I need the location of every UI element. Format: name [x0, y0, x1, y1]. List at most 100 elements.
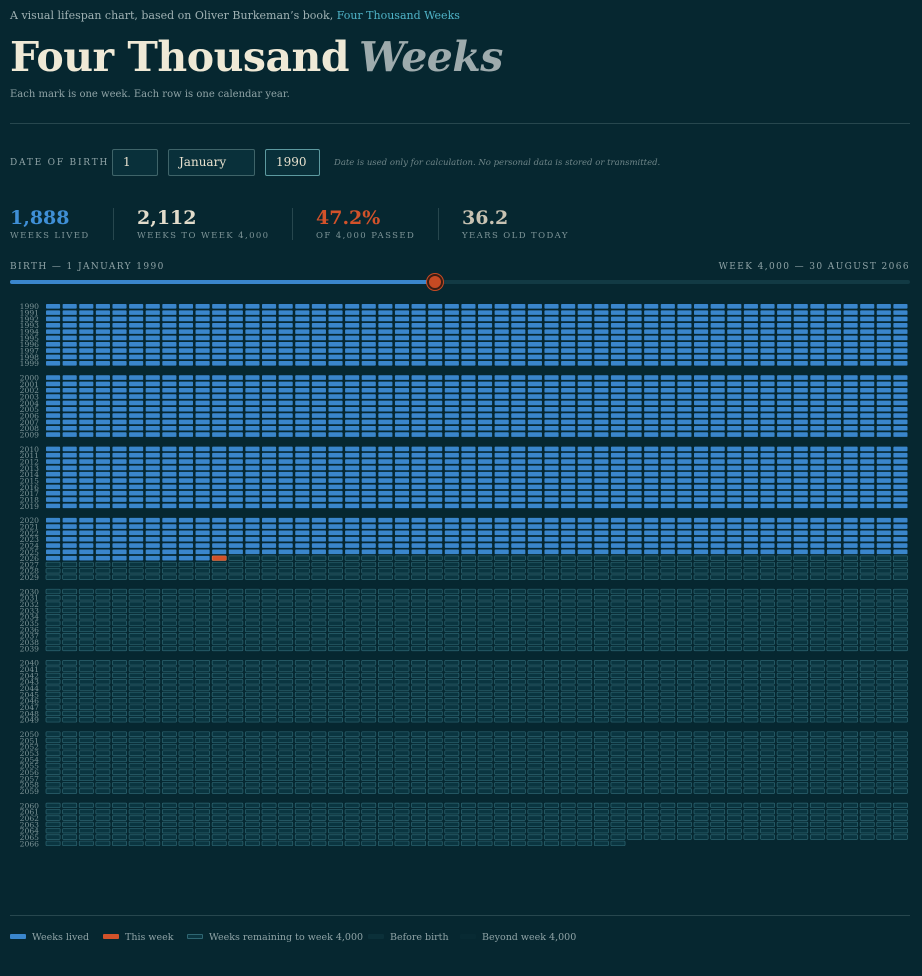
week-mark-remaining	[560, 840, 576, 847]
week-mark-remaining	[593, 595, 609, 601]
week-mark-remaining	[826, 601, 842, 607]
week-mark-remaining	[776, 607, 792, 614]
week-mark-remaining	[627, 710, 643, 717]
week-mark-remaining	[809, 639, 825, 645]
week-mark-remaining	[195, 626, 211, 633]
week-mark-remaining	[859, 574, 875, 580]
week-mark-lived	[411, 387, 426, 393]
week-mark-lived	[843, 375, 858, 380]
week-mark-lived	[793, 348, 808, 353]
week-mark-remaining	[261, 731, 277, 737]
week-mark-lived	[278, 419, 293, 425]
week-mark-remaining	[560, 620, 576, 626]
week-mark-lived	[677, 354, 692, 360]
week-mark-remaining	[826, 763, 842, 769]
week-mark-remaining	[128, 685, 144, 691]
legend-label: Before birth	[390, 932, 449, 943]
week-mark-lived	[228, 387, 243, 393]
week-mark-remaining	[876, 769, 892, 775]
week-mark-lived	[145, 360, 160, 366]
week-mark-lived	[777, 348, 792, 353]
week-mark-remaining	[643, 717, 659, 723]
week-mark-lived	[810, 329, 825, 334]
week-mark-lived	[62, 348, 77, 353]
week-mark-remaining	[128, 802, 144, 809]
week-mark-lived	[295, 360, 310, 366]
week-mark-remaining	[660, 756, 676, 763]
week-mark-lived	[694, 503, 709, 509]
year-label: 2043	[20, 678, 39, 687]
week-mark-remaining	[843, 821, 859, 828]
week-mark-lived	[826, 465, 842, 471]
week-mark-remaining	[677, 601, 692, 607]
week-mark-lived	[893, 310, 908, 315]
week-mark-lived	[129, 341, 144, 347]
week-mark-remaining	[145, 710, 161, 717]
week-mark-remaining	[45, 595, 61, 601]
week-mark-lived	[394, 503, 410, 509]
week-mark-lived	[411, 471, 426, 477]
week-mark-lived	[46, 446, 61, 452]
week-mark-lived	[295, 425, 310, 431]
week-mark-remaining	[195, 574, 211, 580]
week-mark-lived	[893, 549, 908, 555]
week-mark-remaining	[228, 620, 244, 626]
week-mark-lived	[228, 530, 243, 536]
week-mark-remaining	[328, 782, 343, 788]
week-mark-remaining	[95, 756, 111, 763]
timeline-track[interactable]	[10, 280, 910, 284]
week-mark-lived	[46, 304, 61, 309]
year-label: 1997	[20, 347, 39, 356]
week-mark-remaining	[278, 561, 294, 568]
week-mark-lived	[278, 484, 293, 490]
week-mark-lived	[46, 459, 61, 464]
week-mark-remaining	[278, 731, 294, 737]
birth-year-input[interactable]: 1990	[265, 149, 320, 176]
week-mark-remaining	[826, 802, 842, 809]
week-mark-remaining	[178, 698, 194, 704]
week-mark-lived	[195, 517, 210, 523]
week-mark-remaining	[760, 809, 775, 815]
week-mark-lived	[644, 406, 659, 412]
birth-month-select[interactable]: January	[168, 149, 255, 176]
week-mark-remaining	[328, 588, 343, 595]
week-mark-lived	[893, 465, 908, 471]
week-mark-lived	[178, 413, 194, 418]
week-mark-lived	[129, 406, 144, 412]
year-label: 1999	[20, 359, 39, 368]
week-mark-remaining	[876, 685, 892, 691]
birth-day-input[interactable]: 1	[112, 149, 158, 176]
week-mark-lived	[461, 304, 476, 309]
week-mark-lived	[627, 490, 642, 496]
week-mark-lived	[278, 400, 293, 406]
week-mark-remaining	[95, 717, 111, 723]
week-mark-remaining	[859, 595, 875, 601]
week-mark-remaining	[693, 828, 709, 834]
week-mark-lived	[610, 304, 626, 309]
week-mark-lived	[710, 413, 725, 418]
week-mark-lived	[610, 394, 626, 399]
week-mark-remaining	[593, 840, 609, 847]
week-mark-remaining	[643, 704, 659, 710]
week-mark-remaining	[245, 588, 260, 595]
week-mark-lived	[727, 348, 742, 353]
book-link[interactable]: Four Thousand Weeks	[336, 9, 460, 22]
week-mark-lived	[760, 446, 775, 452]
week-mark-lived	[278, 335, 293, 341]
week-mark-lived	[112, 555, 127, 561]
week-mark-remaining	[161, 802, 177, 809]
week-mark-remaining	[859, 828, 875, 834]
week-mark-remaining	[211, 679, 227, 685]
week-mark-remaining	[527, 828, 543, 834]
week-mark-remaining	[826, 756, 842, 763]
week-mark-remaining	[510, 601, 526, 607]
week-mark-remaining	[178, 821, 194, 828]
week-mark-lived	[461, 419, 476, 425]
week-mark-lived	[826, 497, 842, 502]
week-mark-remaining	[494, 672, 510, 679]
week-mark-remaining	[62, 731, 78, 737]
timeline-thumb[interactable]	[426, 274, 443, 290]
week-mark-remaining	[477, 620, 493, 626]
week-mark-remaining	[560, 555, 576, 561]
week-mark-remaining	[627, 750, 643, 756]
